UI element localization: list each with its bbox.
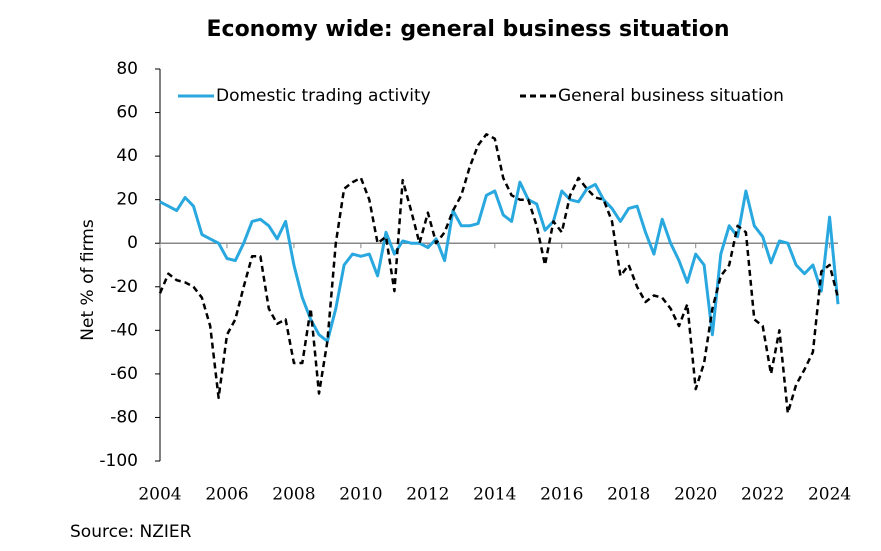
legend-label: Domestic trading activity	[216, 86, 431, 106]
x-tick-label: 2020	[674, 485, 717, 505]
y-tick-label: 0	[127, 233, 138, 253]
chart-title: Economy wide: general business situation	[207, 17, 730, 42]
x-tick-label: 2024	[808, 485, 851, 505]
x-tick-label: 2022	[741, 485, 784, 505]
x-tick-label: 2006	[205, 485, 248, 505]
x-tick-label: 2018	[607, 485, 650, 505]
y-tick-label: 80	[116, 59, 138, 79]
x-tick-label: 2012	[406, 485, 449, 505]
y-tick-label: -100	[99, 451, 138, 471]
y-tick-label: -20	[110, 277, 138, 297]
x-tick-label: 2010	[339, 485, 382, 505]
y-tick-label: 20	[116, 190, 138, 210]
series-line	[158, 133, 840, 415]
y-tick-label: -80	[110, 407, 138, 427]
x-tick-label: 2008	[272, 485, 315, 505]
y-tick-label: -40	[110, 320, 138, 340]
x-tick-label: 2014	[473, 485, 516, 505]
x-tick-label: 2004	[138, 485, 181, 505]
series-line	[159, 180, 840, 343]
legend-label: General business situation	[558, 86, 784, 106]
y-tick-label: 60	[116, 103, 138, 123]
y-tick-label: -60	[110, 364, 138, 384]
y-tick-label: 40	[116, 146, 138, 166]
source-note: Source: NZIER	[70, 522, 192, 542]
x-tick-label: 2016	[540, 485, 583, 505]
y-axis-label: Net % of firms	[78, 219, 98, 341]
